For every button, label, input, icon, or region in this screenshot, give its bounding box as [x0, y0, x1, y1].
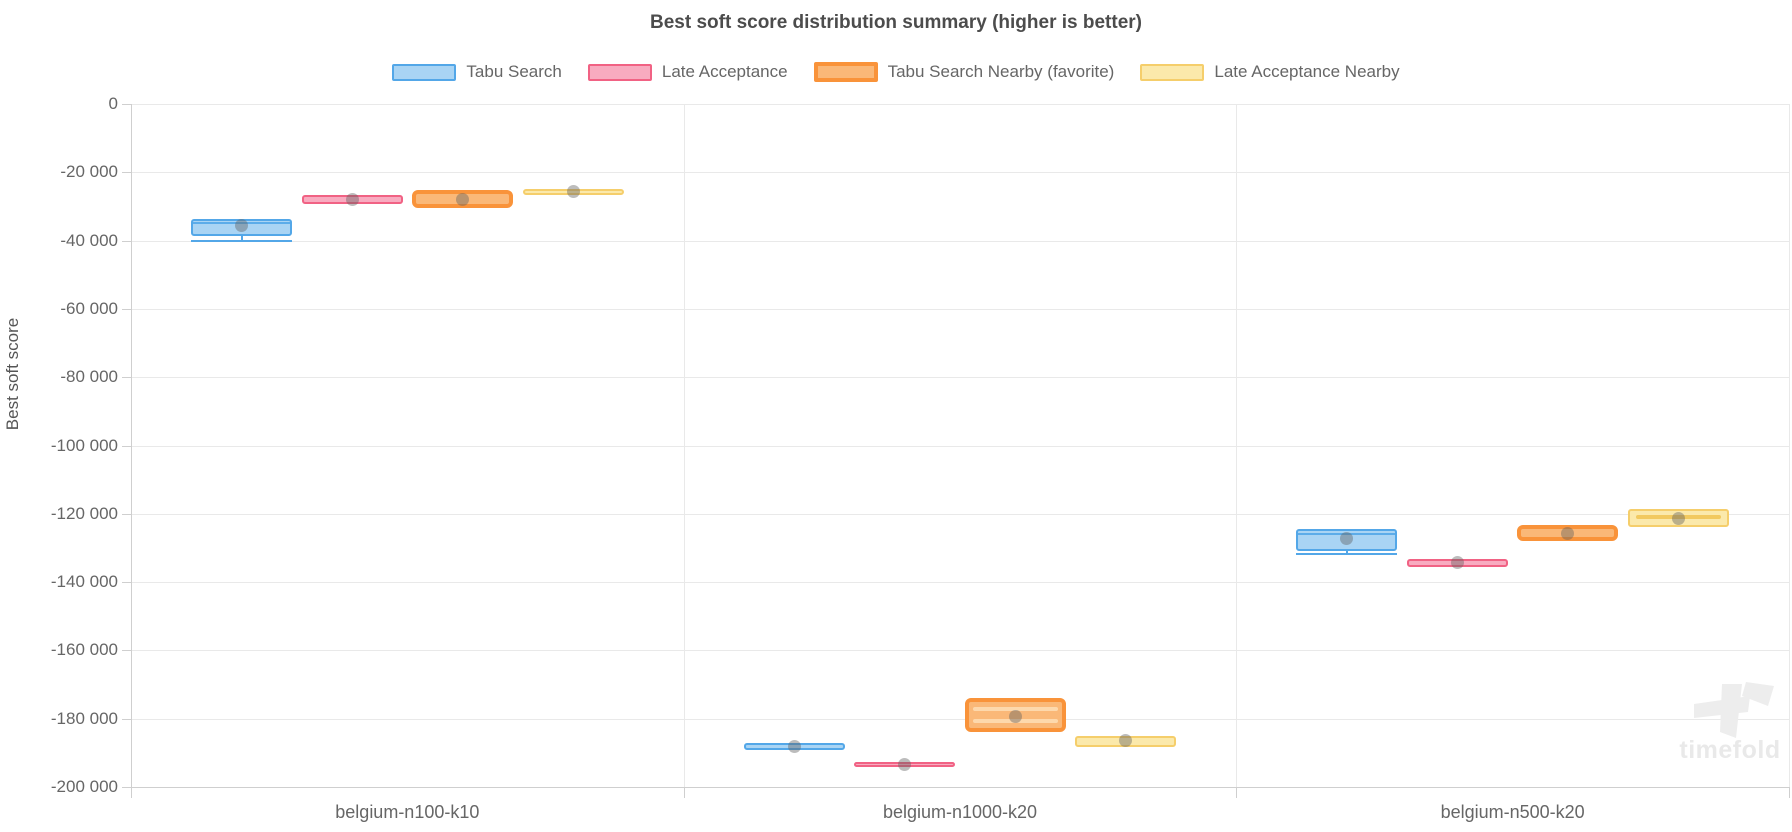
y-axis-tick — [122, 582, 131, 584]
y-axis-line — [131, 104, 132, 798]
legend-item[interactable]: Late Acceptance Nearby — [1140, 62, 1400, 82]
y-axis-tick — [122, 718, 131, 720]
mean-dot — [456, 192, 470, 206]
box-late-acceptance — [301, 194, 403, 205]
y-axis-tick — [122, 445, 131, 447]
mean-dot — [1008, 710, 1022, 724]
legend-item-label: Late Acceptance Nearby — [1214, 62, 1400, 81]
legend-item[interactable]: Tabu Search — [392, 62, 562, 82]
legend-swatch — [392, 63, 457, 81]
x-axis-line — [131, 787, 1789, 788]
mean-dot — [1671, 511, 1685, 525]
y-axis-tick — [122, 104, 131, 105]
legend-item-label: Tabu Search Nearby (favorite) — [887, 62, 1115, 81]
mean-dot — [1450, 556, 1464, 570]
x-category-label: belgium-n100-k10 — [335, 802, 480, 822]
mean-dot — [566, 185, 580, 199]
whisker-stem — [240, 236, 243, 241]
y-axis-tick — [122, 308, 131, 310]
y-tick-label: -160 000 — [50, 640, 118, 660]
box-late-acceptance-nearby — [1075, 736, 1177, 747]
x-category-label: belgium-n500-k20 — [1440, 802, 1585, 822]
legend-swatch — [587, 63, 652, 81]
y-tick-label: -100 000 — [50, 435, 118, 455]
y-gridline — [131, 718, 1789, 720]
quartile-inner-line — [972, 707, 1058, 712]
y-gridline — [131, 104, 1789, 105]
whisker-cap — [191, 239, 293, 242]
legend: Tabu Search Late Acceptance Tabu Search Ne… — [0, 62, 1792, 82]
y-gridline — [131, 172, 1789, 174]
legend-swatch — [1140, 63, 1205, 81]
whisker-stem — [1345, 551, 1348, 555]
y-gridline — [131, 650, 1789, 652]
median-line — [193, 222, 291, 225]
quartile-inner-line — [972, 719, 1058, 724]
y-gridline — [131, 445, 1789, 447]
box-late-acceptance-nearby — [522, 189, 624, 195]
timefold-watermark-text: timefold — [1679, 736, 1781, 764]
box-late-acceptance — [854, 762, 956, 768]
box-tabu-search-nearby — [412, 190, 514, 209]
category-separator — [683, 104, 685, 787]
y-gridline — [131, 308, 1789, 310]
y-tick-label: -120 000 — [50, 503, 118, 523]
box-tabu-search-nearby — [1517, 525, 1619, 542]
legend-item-label: Late Acceptance — [661, 62, 788, 81]
box-tabu-search — [743, 743, 845, 751]
category-separator — [1236, 104, 1238, 787]
y-tick-label: -80 000 — [60, 367, 118, 387]
y-gridline — [131, 582, 1789, 584]
y-axis-tick — [122, 787, 131, 788]
y-tick-label: -200 000 — [50, 777, 118, 796]
chart-title: Best soft score distribution summary (hi… — [650, 12, 1142, 33]
timefold-logo-icon — [1694, 682, 1774, 738]
y-tick-label: -140 000 — [50, 572, 118, 592]
y-axis-tick — [122, 172, 131, 174]
mean-dot — [235, 219, 249, 233]
timefold-watermark: timefold — [1660, 680, 1792, 770]
y-tick-label: -60 000 — [60, 298, 118, 318]
quartile-inner-line — [1635, 514, 1721, 519]
y-gridline — [131, 240, 1789, 242]
y-axis-tick — [122, 650, 131, 652]
mean-dot — [1561, 527, 1575, 541]
box-tabu-search-nearby — [964, 697, 1066, 732]
y-tick-label: 0 — [108, 94, 118, 113]
y-axis-title: Best soft score — [3, 317, 22, 431]
y-tick-label: -40 000 — [60, 230, 118, 250]
y-gridline — [131, 513, 1789, 515]
mean-dot — [1119, 734, 1133, 748]
y-axis-tick — [122, 240, 131, 242]
y-axis-tick — [122, 513, 131, 515]
legend-item[interactable]: Late Acceptance — [587, 62, 788, 82]
box-late-acceptance — [1406, 558, 1508, 567]
mean-dot — [345, 193, 359, 207]
x-axis-tick — [1236, 787, 1238, 798]
y-gridline — [131, 377, 1789, 379]
category-separator — [1789, 104, 1790, 787]
mean-dot — [787, 740, 801, 754]
legend-swatch — [813, 62, 878, 82]
whisker-cap — [1296, 553, 1398, 556]
x-axis-tick — [1789, 787, 1790, 798]
y-tick-label: -180 000 — [50, 708, 118, 728]
x-category-label: belgium-n1000-k20 — [882, 802, 1038, 822]
y-axis-tick — [122, 377, 131, 379]
y-tick-label: -20 000 — [60, 162, 118, 182]
median-line — [1298, 532, 1396, 535]
mean-dot — [898, 758, 912, 772]
legend-item[interactable]: Tabu Search Nearby (favorite) — [813, 62, 1115, 82]
x-axis-tick — [683, 787, 685, 798]
legend-item-label: Tabu Search — [466, 62, 562, 81]
mean-dot — [1340, 531, 1354, 545]
